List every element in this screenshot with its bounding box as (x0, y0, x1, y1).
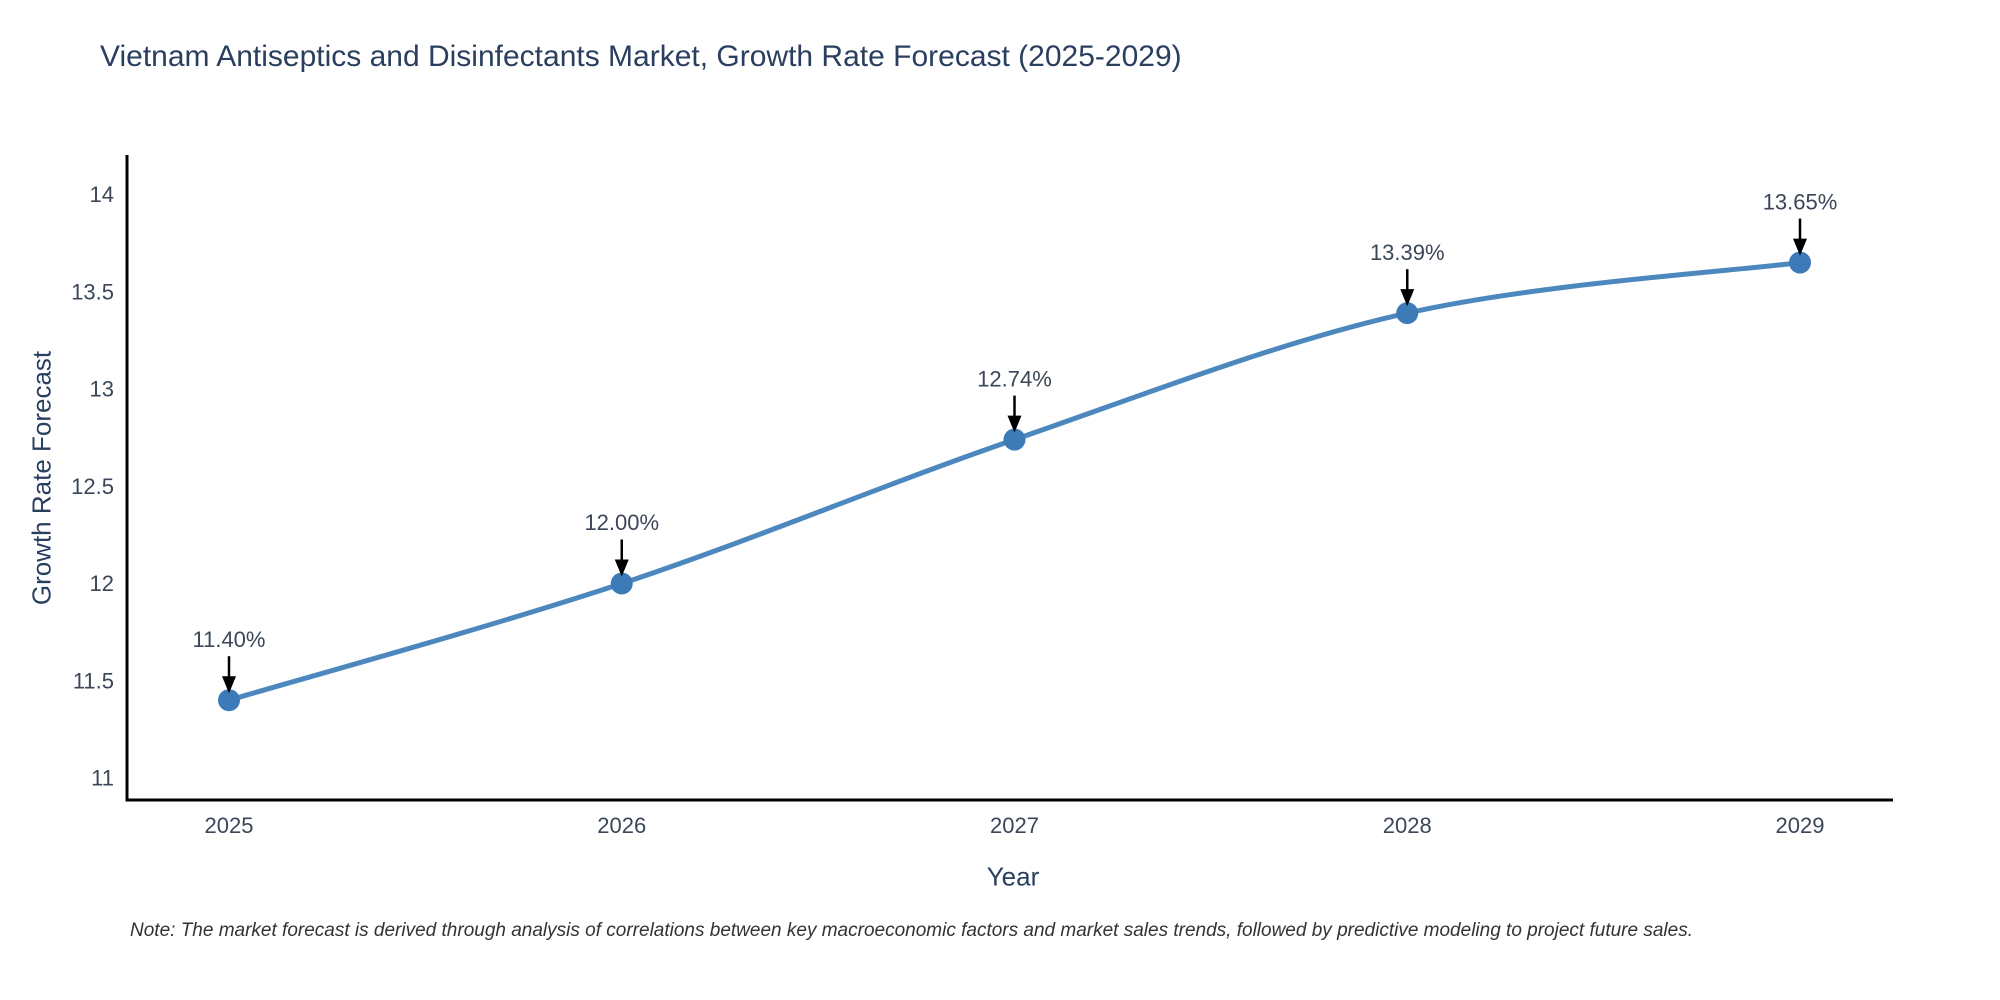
data-point-marker (1396, 302, 1419, 325)
annotation-arrow-head (222, 676, 236, 694)
y-tick-label: 13 (90, 377, 114, 402)
annotation-arrow-head (1007, 415, 1022, 433)
annotation-arrow-head (1793, 238, 1807, 256)
data-point-label: 11.40% (193, 627, 266, 652)
footnote: Note: The market forecast is derived thr… (130, 920, 1693, 941)
data-point-marker (1003, 428, 1026, 451)
y-tick-label: 12.5 (71, 474, 114, 499)
y-axis-title: Growth Rate Forecast (26, 350, 57, 606)
data-point-marker (218, 689, 240, 712)
x-tick-label: 2027 (990, 813, 1039, 838)
y-tick-label: 11 (91, 766, 114, 791)
y-tick-label: 11.5 (73, 668, 114, 693)
data-point-marker (610, 572, 633, 595)
chart-title: Vietnam Antiseptics and Disinfectants Ma… (100, 40, 1182, 73)
x-tick-label: 2026 (597, 813, 646, 838)
data-point-label: 12.74% (977, 366, 1052, 391)
data-point-label: 12.00% (584, 510, 659, 535)
x-axis-title: Year (986, 861, 1040, 892)
x-tick-label: 2028 (1383, 813, 1432, 838)
annotation-arrow-head (1400, 289, 1415, 307)
data-point-label: 13.39% (1370, 240, 1445, 265)
annotation-arrow-head (614, 559, 629, 577)
data-point-label: 13.65% (1763, 189, 1838, 214)
y-tick-label: 14 (90, 182, 114, 207)
series-line (226, 260, 1803, 703)
x-tick-label: 2025 (205, 813, 254, 838)
x-tick-label: 2029 (1776, 813, 1825, 838)
y-tick-label: 12 (90, 571, 114, 596)
y-tick-label: 13.5 (71, 279, 114, 304)
data-point-marker (1789, 251, 1811, 274)
axis-lines (125, 155, 1893, 802)
